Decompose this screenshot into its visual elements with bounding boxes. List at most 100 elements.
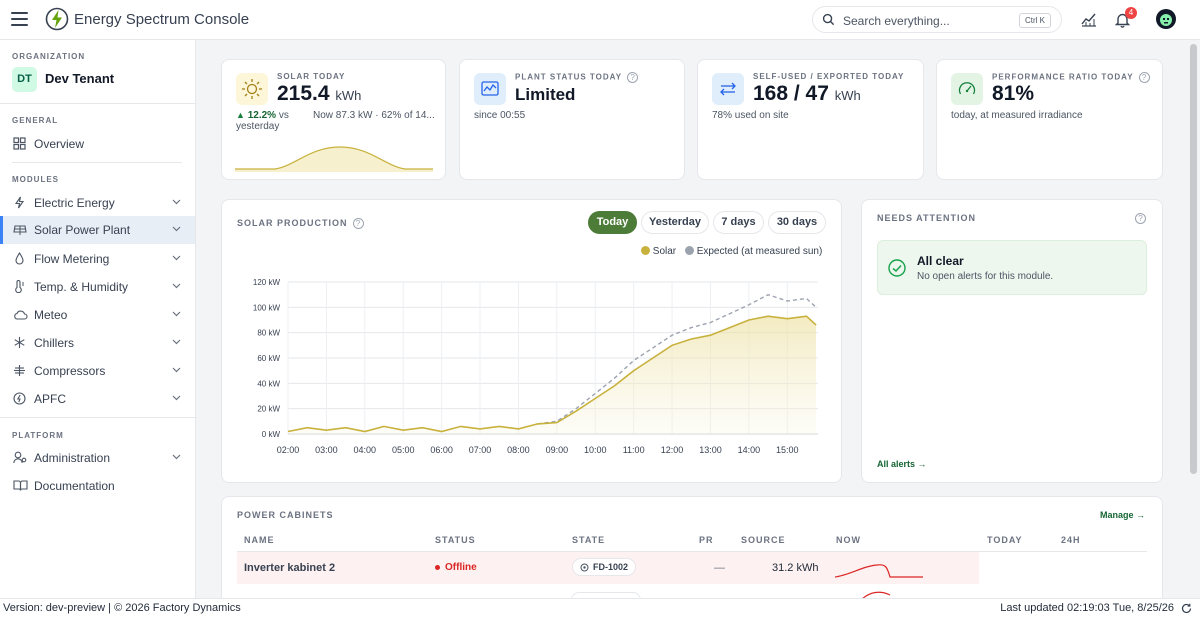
tab-7-days[interactable]: 7 days	[713, 211, 764, 234]
tab-30-days[interactable]: 30 days	[768, 211, 826, 234]
table-row[interactable]: Inverter kabinet 2 Offline FD-1002 — 31.…	[237, 552, 979, 584]
grid-icon	[13, 137, 26, 150]
sidebar-item-apfc[interactable]: APFC	[0, 385, 195, 413]
footer: Version: dev-preview | © 2026 Factory Dy…	[0, 598, 1200, 618]
column-header-status[interactable]: STATUS	[435, 535, 476, 545]
search-box[interactable]: Search everything... Ctrl K	[812, 6, 1062, 33]
sidebar-item-label: Flow Metering	[34, 252, 110, 266]
notification-badge: 4	[1125, 7, 1137, 19]
menu-icon[interactable]	[11, 12, 28, 26]
sidebar-item-chillers[interactable]: Chillers	[0, 329, 195, 357]
kpi-delta: ▲ 12.2% vs yesterday	[236, 110, 316, 132]
scrollbar[interactable]	[1189, 40, 1198, 598]
sidebar-item-label: Meteo	[34, 308, 68, 322]
help-icon[interactable]: ?	[352, 218, 364, 230]
kpi-sub: 78% used on site	[712, 110, 789, 121]
table-row[interactable]	[237, 584, 1147, 598]
all-clear-title: All clear	[917, 254, 964, 268]
solar-sparkline	[235, 146, 433, 172]
column-header-pr[interactable]: PR	[699, 535, 714, 545]
kpi-label: PERFORMANCE RATIO TODAY?	[992, 72, 1150, 83]
cabinet-name[interactable]: Inverter kabinet 2	[244, 562, 336, 574]
version-text: Version: dev-preview | © 2026 Factory Dy…	[3, 602, 241, 614]
solar-panel-icon	[13, 225, 27, 235]
book-icon	[13, 480, 28, 491]
exchange-icon	[712, 73, 744, 105]
sidebar-item-compressors[interactable]: Compressors	[0, 357, 195, 385]
state-chip[interactable]: FD-1002	[572, 558, 637, 576]
admin-icon	[13, 451, 27, 464]
state-code: FD-1002	[593, 562, 629, 572]
x-tick-label: 13:00	[699, 445, 722, 455]
chevron-down-icon[interactable]	[172, 339, 181, 345]
column-header-24h[interactable]: 24H	[1061, 535, 1081, 545]
logo-icon	[45, 7, 69, 31]
column-header-now[interactable]: NOW	[836, 535, 861, 545]
tab-yesterday[interactable]: Yesterday	[641, 211, 709, 234]
cabinets-title: POWER CABINETS	[237, 510, 334, 520]
all-clear-panel: All clear No open alerts for this module…	[877, 240, 1147, 295]
sidebar-item-administration[interactable]: Administration	[0, 444, 195, 472]
chevron-down-icon[interactable]	[172, 367, 181, 373]
power-factor-icon	[13, 392, 26, 405]
sidebar-item-label: Electric Energy	[34, 196, 115, 210]
now-sparkline	[835, 564, 923, 578]
analytics-icon[interactable]	[1081, 11, 1097, 27]
sidebar	[0, 40, 196, 598]
tenant-avatar[interactable]: DT	[12, 67, 37, 92]
x-tick-label: 15:00	[776, 445, 799, 455]
sidebar-item-meteo[interactable]: Meteo	[0, 301, 195, 329]
kpi-sub: today, at measured irradiance	[951, 110, 1083, 121]
org-section-label: ORGANIZATION	[12, 52, 86, 61]
x-tick-label: 14:00	[738, 445, 761, 455]
attention-title: NEEDS ATTENTION	[877, 213, 977, 223]
x-tick-label: 11:00	[623, 445, 645, 455]
chevron-down-icon[interactable]	[172, 226, 181, 232]
help-icon[interactable]: ?	[1135, 213, 1146, 224]
all-alerts-link[interactable]: All alerts →	[877, 459, 927, 469]
column-header-today[interactable]: TODAY	[987, 535, 1023, 545]
top-bar: Energy Spectrum Console Search everythin…	[0, 0, 1200, 40]
cloud-icon	[14, 310, 28, 320]
app-title: Energy Spectrum Console	[74, 11, 250, 28]
column-header-state[interactable]: STATE	[572, 535, 606, 545]
kpi-value: 81%	[992, 82, 1035, 105]
solar-production-chart: 0 kW 20 kW 40 kW 60 kW 80 kW 100 kW 120 kW 02:…	[253, 278, 818, 455]
column-header-name[interactable]: NAME	[244, 535, 275, 545]
refresh-icon[interactable]	[1181, 603, 1192, 614]
kpi-card-self-used: SELF-USED / EXPORTED TODAY 168 / 47 kWh …	[697, 59, 924, 180]
kpi-number: 215.4	[277, 82, 330, 105]
avatar[interactable]	[1156, 9, 1176, 29]
scrollbar-thumb[interactable]	[1190, 44, 1197, 474]
sidebar-item-temp-humidity[interactable]: Temp. & Humidity	[0, 273, 195, 301]
modules-section-label: MODULES	[12, 175, 59, 184]
chevron-down-icon[interactable]	[172, 454, 181, 460]
legend-swatch-solar	[641, 246, 650, 255]
sidebar-item-overview[interactable]: Overview	[0, 130, 195, 158]
help-icon[interactable]: ?	[1138, 72, 1150, 83]
chevron-down-icon[interactable]	[172, 255, 181, 261]
tenant-name[interactable]: Dev Tenant	[45, 71, 115, 86]
search-icon	[822, 13, 835, 26]
y-tick-label: 40 kW	[257, 379, 280, 388]
search-input[interactable]: Search everything...	[843, 14, 950, 28]
kpi-delta-suffix: vs	[278, 110, 289, 121]
x-tick-label: 03:00	[315, 445, 338, 455]
chevron-down-icon[interactable]	[172, 283, 181, 289]
chevron-down-icon[interactable]	[172, 199, 181, 205]
help-icon[interactable]: ?	[627, 72, 639, 83]
column-header-source[interactable]: SOURCE	[741, 535, 786, 545]
tab-today[interactable]: Today	[588, 211, 637, 234]
sidebar-item-flow-metering[interactable]: Flow Metering	[0, 245, 195, 273]
legend-solar: Solar	[652, 246, 677, 257]
manage-link[interactable]: Manage →	[1100, 510, 1146, 520]
sidebar-item-solar-power-plant[interactable]: Solar Power Plant	[0, 216, 195, 244]
sidebar-item-electric-energy[interactable]: Electric Energy	[0, 189, 195, 217]
chevron-down-icon[interactable]	[172, 311, 181, 317]
chevron-down-icon[interactable]	[172, 395, 181, 401]
kpi-label: SELF-USED / EXPORTED TODAY	[753, 72, 905, 81]
bell-icon[interactable]	[1115, 12, 1130, 28]
kpi-unit: kWh	[335, 88, 362, 103]
sidebar-item-documentation[interactable]: Documentation	[0, 472, 195, 500]
x-tick-label: 04:00	[354, 445, 377, 455]
